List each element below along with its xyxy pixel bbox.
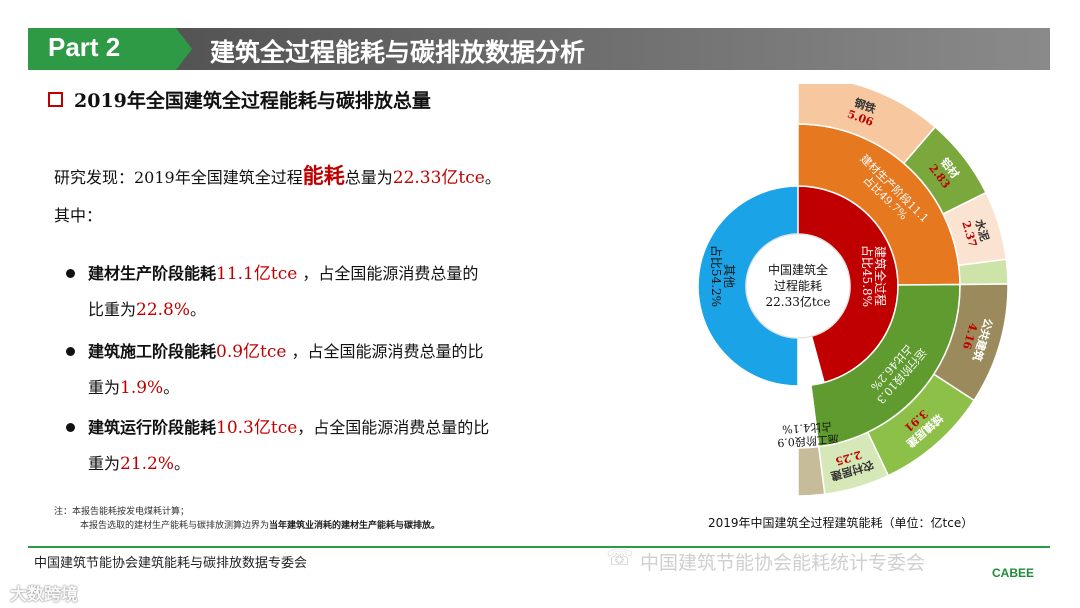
chart-caption: 2019年中国建筑全过程建筑能耗（单位：亿tce）: [708, 516, 974, 530]
note-line-2: 本报告选取的建材生产能耗与碳排放测算边界为当年建筑业消耗的建材生产能耗与碳排放。: [80, 518, 440, 531]
bullet-label: 建材生产阶段能耗: [88, 264, 217, 283]
bullet-material: 建材生产阶段能耗11.1亿tce ，占全国能源消费总量的 比重为22.8%。: [66, 256, 606, 328]
bullet-rest: ，占全国能源消费总量的比: [297, 418, 490, 437]
page-title: 建筑全过程能耗与碳排放数据分析: [210, 38, 586, 67]
bullet-line2-post: 。: [163, 378, 180, 397]
bullet-value: 11.1亿tce: [216, 264, 298, 284]
title-bar-background: [28, 28, 1050, 70]
inner-label-1: 建筑全过程占比45.8%: [860, 245, 888, 307]
bullet-pct: 21.2%: [120, 454, 175, 474]
bullet-pct: 1.9%: [120, 378, 164, 398]
bullet-label: 建筑运行阶段能耗: [88, 418, 217, 437]
bullet-line2-pre: 比重为: [88, 300, 137, 319]
footer-account-name: 中国建筑节能协会能耗统计专委会: [640, 552, 926, 574]
part-label: Part 2: [48, 32, 121, 62]
finding-mid: 总量为: [344, 168, 393, 187]
bullet-value: 10.3亿tce: [216, 418, 298, 438]
bullet-construction: 建筑施工阶段能耗0.9亿tce ，占全国能源消费总量的比 重为1.9%。: [66, 334, 606, 406]
bullet-line2-post: 。: [190, 300, 207, 319]
note-line-2-bold: 当年建筑业消耗的建材生产能耗与碳排放。: [269, 521, 441, 531]
note-line-2-pre: 本报告选取的建材生产能耗与碳排放测算边界为: [80, 521, 270, 531]
bullet-operation: 建筑运行阶段能耗10.3亿tce，占全国能源消费总量的比 重为21.2%。: [66, 410, 606, 482]
bullet-line2-post: 。: [174, 454, 191, 473]
cabee-logo: CABEE: [992, 566, 1035, 580]
footer-divider: [28, 546, 1050, 548]
part-tab: [28, 28, 192, 70]
outer-slice-7: [797, 445, 826, 497]
finding-prefix: 研究发现：2019年全国建筑全过程: [54, 168, 303, 187]
bullet-dot-icon: [66, 269, 75, 278]
among-label: 其中：: [54, 206, 103, 225]
chart-layer: 其他占比54.2% 建筑全过程占比45.8%建材生产阶段11.1占比49.7%运行…: [697, 84, 1009, 497]
finding-keyword: 能耗: [302, 163, 345, 188]
bullet-label: 建筑施工阶段能耗: [88, 342, 217, 361]
bullet-rest: ，占全国能源消费总量的比: [286, 342, 484, 361]
center-label: 中国建筑全过程能耗 22.33亿tce: [766, 262, 831, 309]
section-square-icon: [48, 92, 63, 107]
section-title: 2019年全国建筑全过程能耗与碳排放总量: [74, 90, 431, 112]
finding-suffix: 。: [484, 168, 501, 187]
bullet-pct: 22.8%: [136, 300, 191, 320]
watermark: 大数跨境: [10, 585, 78, 605]
center-circle: [745, 233, 851, 339]
wechat-icon: ☏: [606, 546, 634, 571]
title-bar: Part 2 建筑全过程能耗与碳排放数据分析: [28, 28, 1050, 70]
bullet-dot-icon: [66, 347, 75, 356]
finding-value: 22.33亿tce: [392, 168, 485, 188]
finding-text: 研究发现：2019年全国建筑全过程能耗总量为22.33亿tce。: [54, 160, 501, 190]
note-line-1: 注：本报告能耗按发电煤耗计算；: [54, 507, 190, 517]
bullet-rest: ，占全国能源消费总量的: [297, 264, 479, 283]
footer-organization: 中国建筑节能协会建筑能耗与碳排放数据专委会: [34, 556, 308, 571]
inner-label-0: 其他占比54.2%: [709, 245, 736, 307]
bullet-dot-icon: [66, 423, 75, 432]
bullet-line2-pre: 重为: [88, 378, 121, 397]
bullet-line2-pre: 重为: [88, 454, 121, 473]
bullet-value: 0.9亿tce: [216, 342, 287, 362]
energy-sunburst-chart: 其他占比54.2% 建筑全过程占比45.8%建材生产阶段11.1占比49.7%运行…: [697, 84, 1009, 497]
